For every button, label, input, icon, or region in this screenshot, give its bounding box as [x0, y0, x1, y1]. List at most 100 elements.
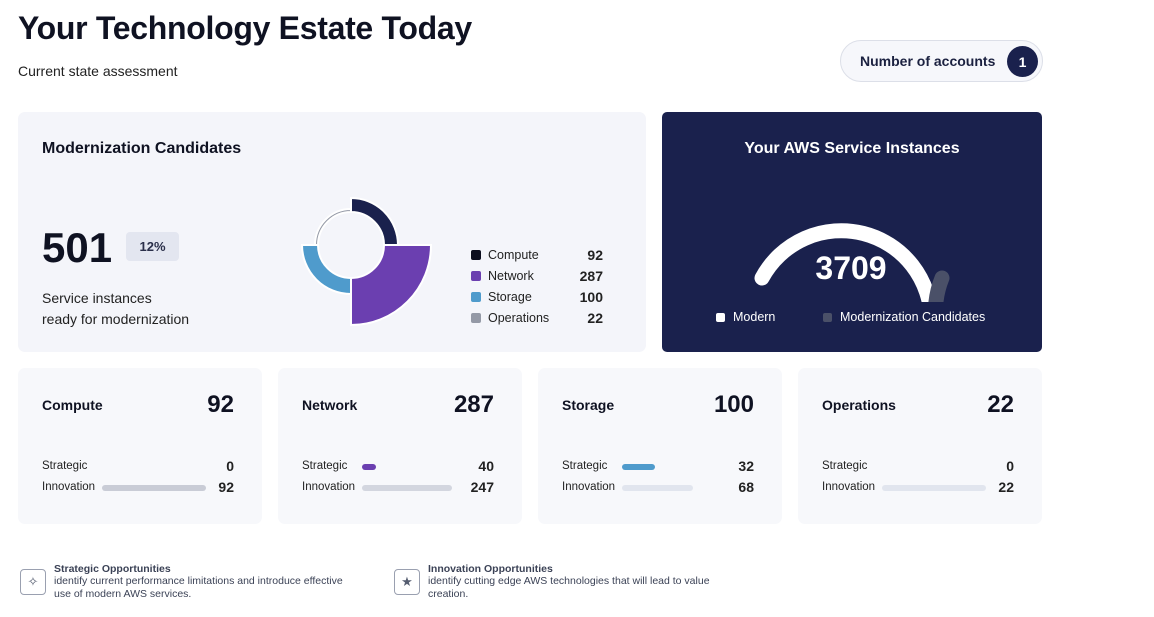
category-total: 287	[453, 391, 494, 418]
legend-value: 22	[587, 310, 603, 326]
page-subtitle: Current state assessment	[18, 63, 178, 79]
innovation-row: Innovation 68	[562, 479, 754, 495]
desc-line: ready for modernization	[42, 311, 190, 327]
gauge-chart	[754, 223, 950, 302]
category-card-compute: Compute 92 Strategic 0 Innovation 92	[18, 368, 262, 524]
category-name: Network	[302, 397, 358, 413]
accounts-button[interactable]: Number of accounts 1	[840, 40, 1043, 82]
row-value: 32	[738, 458, 754, 474]
percent-badge: 12%	[126, 232, 179, 261]
row-label: Innovation	[302, 481, 356, 493]
accounts-count-badge: 1	[1007, 46, 1038, 77]
strategic-bar	[102, 464, 206, 470]
category-name: Operations	[822, 397, 896, 413]
category-total: 100	[713, 391, 754, 418]
row-value: 22	[998, 479, 1014, 495]
legend-label: Modernization Candidates	[840, 310, 986, 324]
innovation-row: Innovation 247	[302, 479, 494, 495]
rose-slice-storage	[300, 244, 352, 296]
row-label: Strategic	[42, 460, 88, 472]
legend-item-network: Network 287	[471, 268, 603, 284]
legend-label: Network	[488, 269, 534, 283]
footer-note-strategic: ✧ Strategic Opportunities identify current…	[20, 563, 360, 601]
row-value: 92	[218, 479, 234, 495]
legend-modern: Modern	[716, 310, 775, 324]
category-card-storage: Storage 100 Strategic 32 Innovation 68	[538, 368, 782, 524]
legend-swatch	[471, 250, 481, 260]
innovation-bar	[882, 485, 986, 491]
innovation-bar-fill	[102, 485, 206, 491]
category-name: Compute	[42, 397, 103, 413]
row-label: Strategic	[562, 460, 608, 472]
accounts-label: Number of accounts	[860, 53, 996, 69]
strategic-bar	[882, 464, 986, 470]
innovation-bar	[362, 485, 466, 491]
strategic-bar-fill	[362, 464, 377, 470]
strategic-bar	[362, 464, 466, 470]
category-total: 22	[987, 391, 1014, 418]
rose-slice-operations	[313, 207, 352, 246]
innovation-bar-fill	[362, 485, 452, 491]
page-title: Your Technology Estate Today	[18, 10, 472, 46]
innovation-row: Innovation 22	[822, 479, 1014, 495]
innovation-bar	[102, 485, 206, 491]
innovation-bar-fill	[882, 485, 986, 491]
instances-total: 3709	[815, 250, 887, 286]
innovation-bar-fill	[622, 485, 693, 491]
legend-swatch	[471, 292, 481, 302]
legend-swatch	[471, 271, 481, 281]
magic-wand-icon: ✧	[20, 569, 46, 595]
footer-note-innovation: ★ Innovation Opportunities identify cuttin…	[394, 563, 724, 601]
card-title: Your AWS Service Instances	[744, 140, 960, 157]
note-title: Innovation Opportunities	[428, 563, 553, 575]
legend-label: Modern	[733, 310, 776, 324]
desc-line: Service instances	[42, 290, 152, 306]
gauge-segment-modern	[754, 223, 937, 302]
category-name: Storage	[562, 397, 615, 413]
legend-value: 92	[587, 247, 603, 263]
legend-swatch	[823, 312, 832, 322]
strategic-bar-fill	[622, 464, 656, 470]
strategic-row: Strategic 32	[562, 458, 754, 474]
row-label: Strategic	[822, 460, 868, 472]
row-value: 0	[1006, 458, 1014, 474]
candidates-total: 501	[42, 224, 113, 271]
strategic-row: Strategic 0	[822, 458, 1014, 474]
innovation-bar	[622, 485, 726, 491]
modernization-candidates-card: Modernization Candidates 501 12% Service…	[18, 112, 646, 352]
rose-chart	[300, 196, 433, 327]
legend-value: 100	[579, 289, 603, 305]
shooting-star-icon: ★	[394, 569, 420, 595]
legend-label: Compute	[488, 248, 539, 262]
row-value: 40	[478, 458, 494, 474]
innovation-row: Innovation 92	[42, 479, 234, 495]
row-label: Innovation	[822, 481, 876, 493]
row-label: Innovation	[42, 481, 96, 493]
card-title: Modernization Candidates	[42, 140, 242, 157]
legend-item-operations: Operations 22	[471, 310, 603, 326]
category-total: 92	[207, 391, 234, 418]
rose-slice-compute	[350, 196, 400, 246]
legend-item-compute: Compute 92	[471, 247, 603, 263]
strategic-row: Strategic 40	[302, 458, 494, 474]
legend-label: Operations	[488, 311, 550, 325]
candidates-description: Service instances ready for modernization	[42, 288, 189, 330]
row-label: Strategic	[302, 460, 348, 472]
category-card-operations: Operations 22 Strategic 0 Innovation 22	[798, 368, 1042, 524]
legend-value: 287	[579, 268, 603, 284]
row-value: 247	[470, 479, 494, 495]
strategic-row: Strategic 0	[42, 458, 234, 474]
note-title: Strategic Opportunities	[54, 563, 171, 575]
row-value: 0	[226, 458, 234, 474]
note-desc: identify cutting edge AWS technologies t…	[428, 575, 710, 600]
legend-swatch	[471, 313, 481, 323]
legend-label: Storage	[488, 290, 532, 304]
rose-slice-network	[350, 244, 433, 327]
row-value: 68	[738, 479, 754, 495]
legend-swatch	[716, 312, 725, 322]
row-label: Innovation	[562, 481, 616, 493]
category-card-network: Network 287 Strategic 40 Innovation 247	[278, 368, 522, 524]
legend-candidates: Modernization Candidates	[823, 310, 985, 324]
gauge-segment-modernization-candidates	[928, 270, 950, 302]
note-desc: identify current performance limitations…	[54, 575, 343, 600]
